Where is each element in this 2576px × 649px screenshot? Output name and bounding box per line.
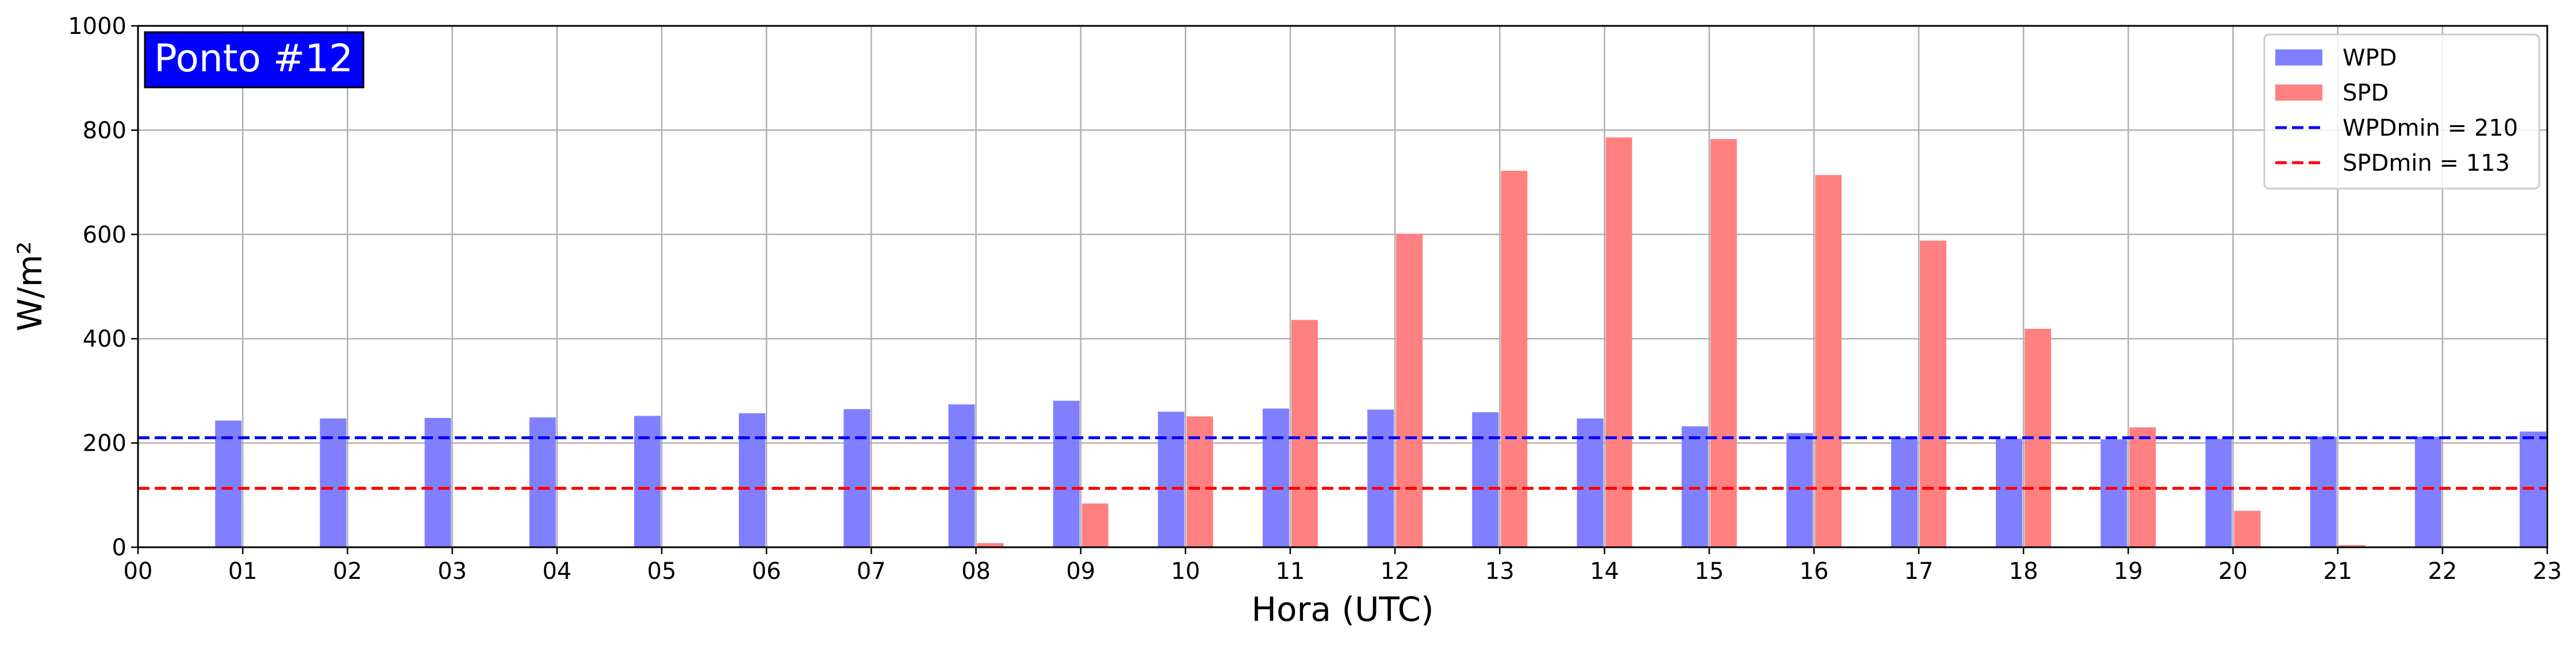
x-tick-label: 13 — [1485, 558, 1515, 585]
y-tick-label: 200 — [83, 431, 126, 457]
x-tick-label: 21 — [2323, 558, 2352, 585]
x-tick-label: 03 — [438, 558, 467, 585]
legend: WPD SPD WPDmin = 210 SPDmin = 113 — [2263, 33, 2540, 190]
x-tick-label: 22 — [2428, 558, 2457, 585]
x-tick-label: 02 — [333, 558, 362, 585]
y-tick-label: 0 — [112, 535, 126, 561]
wpd-bar — [1472, 412, 1499, 547]
legend-box — [2263, 33, 2540, 190]
wpd-bar — [1681, 426, 1708, 547]
wpd-bar — [1367, 409, 1394, 547]
x-tick-label: 17 — [1904, 558, 1934, 585]
x-tick-label: 04 — [542, 558, 572, 585]
spd-bar — [1501, 171, 1528, 547]
wpd-bar — [634, 416, 661, 547]
x-tick-label: 07 — [857, 558, 886, 585]
x-tick-label: 14 — [1590, 558, 1619, 585]
legend-swatch — [2275, 49, 2322, 66]
x-tick-label: 12 — [1381, 558, 1410, 585]
x-tick-label: 23 — [2533, 558, 2562, 585]
x-tick-label: 09 — [1066, 558, 1095, 585]
x-tick-label: 08 — [961, 558, 991, 585]
legend-label: WPD — [2343, 45, 2397, 71]
wpd-bar — [424, 418, 451, 547]
y-tick-label: 1000 — [68, 13, 126, 40]
y-tick-label: 800 — [83, 117, 126, 144]
y-tick-label: 400 — [83, 326, 126, 352]
spd-bar — [1186, 416, 1213, 547]
legend-label: SPDmin = 113 — [2343, 150, 2510, 176]
grid-layer — [137, 25, 2548, 548]
wpd-bar — [1996, 439, 2023, 547]
bars-layer — [215, 137, 2546, 548]
spd-bar — [1082, 503, 1109, 547]
spd-bar — [1291, 320, 1318, 547]
wpd-bar — [1891, 437, 1918, 547]
wpd-bar — [2100, 439, 2128, 547]
x-tick-label: 18 — [2009, 558, 2038, 585]
x-tick-label: 19 — [2114, 558, 2143, 585]
wpd-bar — [1262, 408, 1289, 547]
wpd-bar — [320, 418, 347, 547]
wpd-bar — [2310, 436, 2337, 547]
x-tick-label: 06 — [752, 558, 781, 585]
spd-bar — [2339, 545, 2366, 547]
y-axis-label: W/m² — [10, 241, 49, 332]
wpd-bar — [1577, 418, 1604, 547]
x-tick-label: 11 — [1275, 558, 1305, 585]
reference-lines-layer — [138, 436, 2547, 490]
spd-bar — [2234, 510, 2261, 547]
spd-bar — [1710, 139, 1737, 548]
spd-bar — [1919, 240, 1946, 548]
legend-swatch — [2275, 85, 2322, 101]
spd-bar — [1815, 175, 1842, 548]
point-badge-text: Ponto #12 — [154, 36, 353, 80]
point-badge-box — [144, 31, 365, 89]
x-tick-label: 10 — [1171, 558, 1200, 585]
legend-items: WPD SPD WPDmin = 210 SPDmin = 113 — [2275, 45, 2518, 176]
x-tick-label: 01 — [228, 558, 258, 585]
spd-bar — [977, 543, 1004, 547]
wpd-bar — [2414, 436, 2441, 547]
wpd-bar — [739, 413, 766, 547]
spd-bar — [1605, 137, 1632, 547]
spd-bar — [1396, 233, 1423, 547]
plot-frame — [137, 25, 2548, 548]
x-tick-label: 15 — [1695, 558, 1724, 585]
x-tick-label: 05 — [647, 558, 676, 585]
wpd-bar — [1786, 433, 1813, 547]
wpd-bar — [215, 420, 242, 547]
x-tick-label: 20 — [2218, 558, 2248, 585]
x-tick-label: 16 — [1799, 558, 1828, 585]
y-tick-label: 600 — [83, 222, 126, 248]
wpd-bar — [948, 404, 975, 547]
wpd-bar — [1053, 401, 1080, 547]
ticks-layer: 00 01 02 03 04 05 06 07 08 09 10 11 12 13 14 15 16 17 18 19… — [68, 13, 2562, 585]
wpd-bar — [2205, 439, 2232, 547]
wpd-bar — [844, 409, 871, 547]
wpd-bar — [1157, 412, 1184, 547]
x-tick-label: 00 — [124, 558, 153, 585]
point-badge: Ponto #12 — [144, 31, 365, 89]
legend-label: SPD — [2343, 80, 2389, 106]
x-axis-label: Hora (UTC) — [1251, 590, 1433, 629]
legend-label: WPDmin = 210 — [2343, 115, 2518, 141]
